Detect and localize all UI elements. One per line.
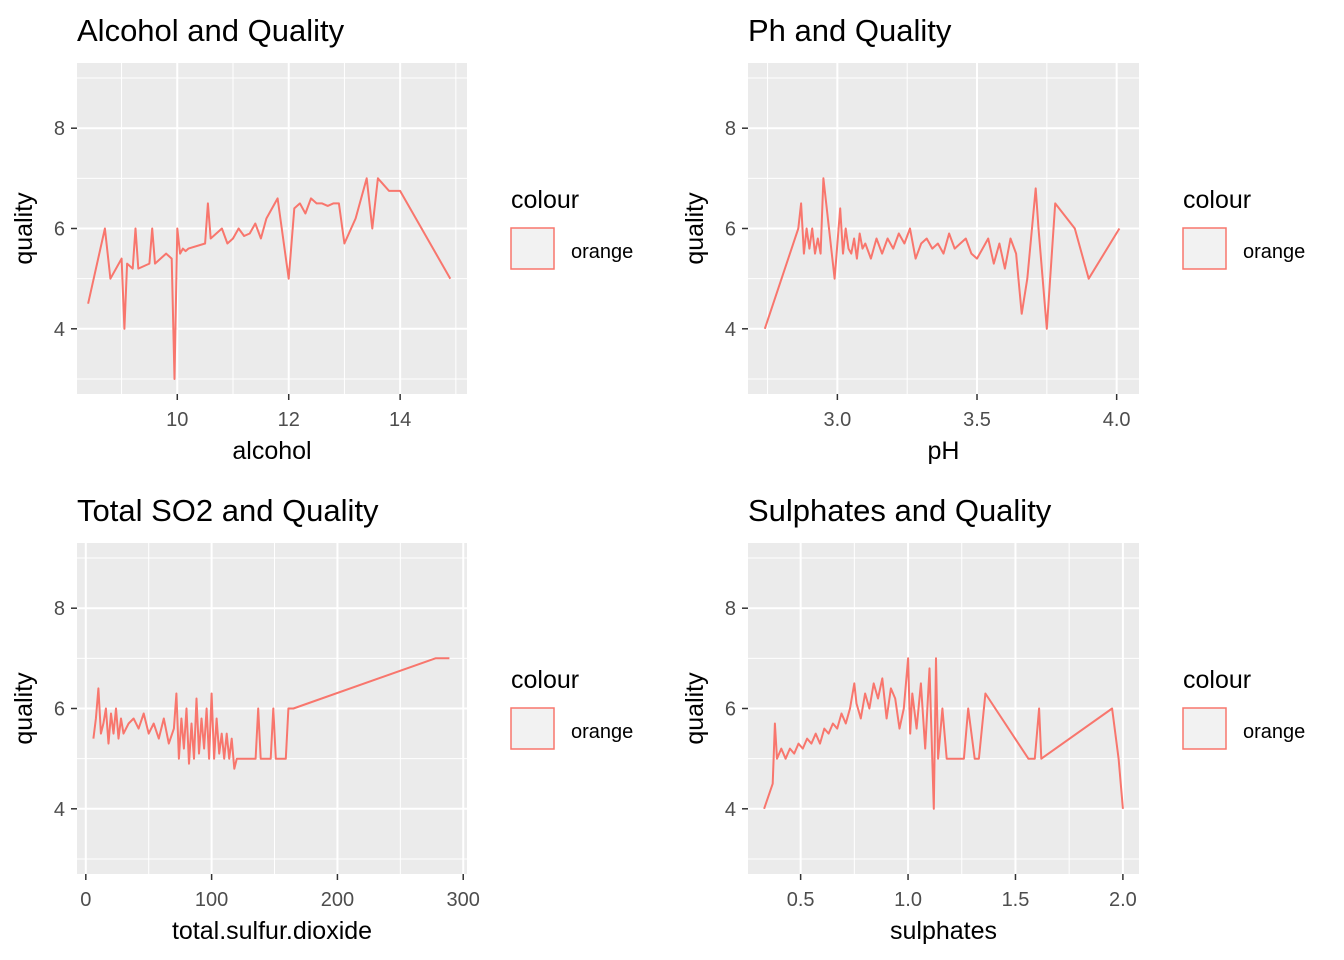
- y-axis-title: quality: [10, 192, 38, 265]
- legend-label: orange: [1243, 721, 1305, 743]
- x-tick-label: 0.5: [787, 889, 815, 911]
- legend-title: colour: [1183, 186, 1251, 214]
- legend: colour orange: [510, 666, 633, 750]
- x-tick-label: 200: [321, 889, 354, 911]
- x-tick-label: 3.0: [823, 409, 851, 431]
- y-axis-title: quality: [681, 192, 709, 265]
- y-tick-label: 4: [54, 319, 65, 341]
- legend-key: [510, 227, 555, 270]
- x-tick-label: 4.0: [1103, 409, 1131, 431]
- legend-label: orange: [571, 721, 633, 743]
- series-line: [87, 177, 452, 380]
- y-tick-label: 8: [54, 598, 65, 620]
- x-tick-label: 100: [195, 889, 228, 911]
- chart-title: Total SO2 and Quality: [77, 493, 379, 528]
- x-tick-label: 2.0: [1109, 889, 1137, 911]
- y-tick-label: 6: [725, 219, 736, 241]
- y-tick-label: 8: [725, 598, 736, 620]
- x-tick-label: 10: [166, 409, 188, 431]
- legend: colour orange: [1182, 666, 1305, 750]
- y-tick-label: 4: [54, 799, 65, 821]
- chart-panel-1: Alcohol and Quality 10 12 14 4 6 8 alcohol quali…: [10, 13, 633, 465]
- x-tick-label: 14: [389, 409, 411, 431]
- y-axis-title: quality: [10, 672, 38, 745]
- x-tick-label: 3.5: [963, 409, 991, 431]
- chart-panel-4: Sulphates and Quality 0.5 1.0 1.5 2.0 4 6 8 sulp…: [681, 493, 1305, 945]
- y-tick-label: 6: [725, 699, 736, 721]
- legend-key: [510, 707, 555, 750]
- series-line: [92, 657, 450, 770]
- series-line: [763, 177, 1121, 330]
- y-tick-label: 8: [54, 118, 65, 140]
- chart-panel-2: Ph and Quality 3.0 3.5 4.0 4 6 8 pH quality colou…: [681, 13, 1305, 465]
- x-axis-title: pH: [928, 437, 960, 465]
- x-tick-label: 1.0: [894, 889, 922, 911]
- chart-panel-3: Total SO2 and Quality 0 100 200 300 4 6 8 total.…: [10, 493, 633, 945]
- y-tick-label: 8: [725, 118, 736, 140]
- legend: colour orange: [510, 186, 633, 270]
- legend-label: orange: [571, 241, 633, 263]
- legend-label: orange: [1243, 241, 1305, 263]
- series-line: [763, 657, 1124, 810]
- y-tick-label: 4: [725, 799, 736, 821]
- x-tick-label: 300: [447, 889, 480, 911]
- chart-title: Sulphates and Quality: [748, 493, 1052, 528]
- x-tick-label: 0: [80, 889, 91, 911]
- legend-title: colour: [511, 186, 579, 214]
- chart-title: Ph and Quality: [748, 13, 952, 48]
- legend: colour orange: [1182, 186, 1305, 270]
- x-tick-label: 1.5: [1002, 889, 1030, 911]
- legend-key: [1182, 707, 1227, 750]
- x-axis-title: sulphates: [890, 917, 997, 945]
- y-tick-label: 6: [54, 219, 65, 241]
- x-axis-title: alcohol: [232, 437, 311, 465]
- y-tick-label: 6: [54, 699, 65, 721]
- x-axis-title: total.sulfur.dioxide: [172, 917, 372, 945]
- x-tick-label: 12: [278, 409, 300, 431]
- legend-key: [1182, 227, 1227, 270]
- legend-title: colour: [1183, 666, 1251, 694]
- chart-title: Alcohol and Quality: [77, 13, 345, 48]
- y-axis-title: quality: [681, 672, 709, 745]
- legend-title: colour: [511, 666, 579, 694]
- y-tick-label: 4: [725, 319, 736, 341]
